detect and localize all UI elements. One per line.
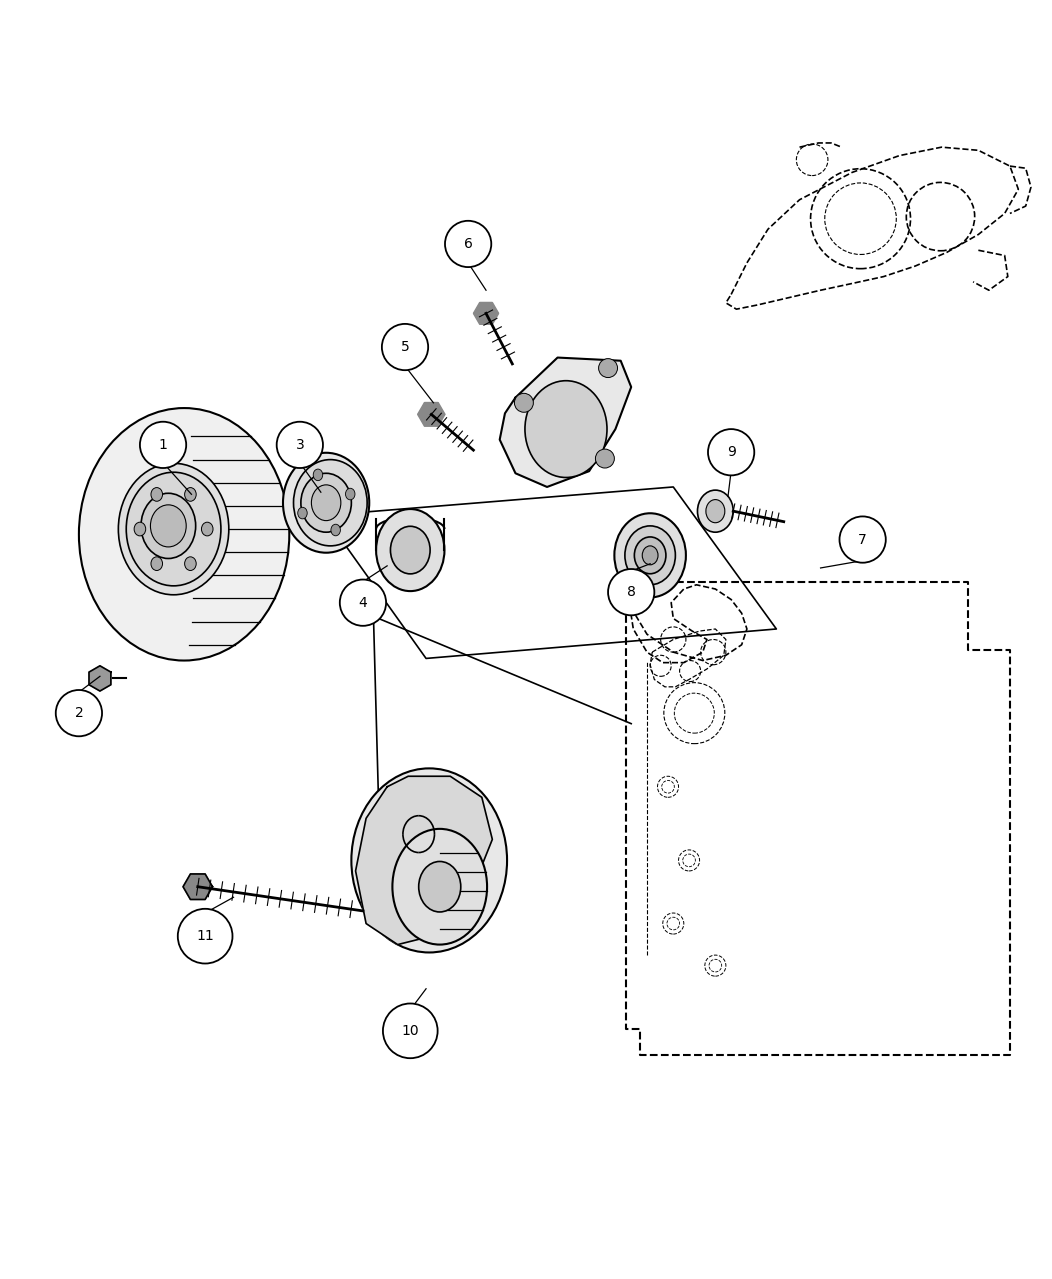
Ellipse shape: [150, 505, 186, 547]
Text: 2: 2: [75, 706, 83, 720]
Circle shape: [140, 422, 186, 468]
Circle shape: [608, 569, 654, 615]
Polygon shape: [418, 414, 431, 426]
Ellipse shape: [377, 509, 445, 591]
Text: 1: 1: [159, 437, 167, 451]
Ellipse shape: [298, 508, 307, 519]
Text: 10: 10: [402, 1024, 419, 1037]
Ellipse shape: [390, 526, 430, 574]
Polygon shape: [500, 358, 631, 487]
Polygon shape: [424, 414, 438, 426]
Circle shape: [382, 324, 428, 370]
Ellipse shape: [419, 862, 461, 912]
Ellipse shape: [201, 522, 213, 536]
Ellipse shape: [126, 472, 221, 586]
Circle shape: [599, 358, 618, 377]
Ellipse shape: [313, 469, 323, 481]
Polygon shape: [198, 874, 213, 886]
Ellipse shape: [642, 546, 659, 565]
Polygon shape: [183, 886, 198, 899]
Ellipse shape: [351, 769, 507, 953]
Ellipse shape: [283, 453, 369, 553]
Text: 4: 4: [359, 596, 367, 610]
Polygon shape: [480, 302, 492, 313]
Circle shape: [839, 517, 886, 563]
Ellipse shape: [301, 473, 351, 532]
Circle shape: [383, 1004, 438, 1058]
Polygon shape: [418, 403, 431, 414]
Polygon shape: [198, 886, 213, 899]
Polygon shape: [473, 313, 486, 325]
Circle shape: [277, 422, 323, 468]
Ellipse shape: [118, 463, 228, 595]
Text: 9: 9: [727, 445, 735, 459]
Ellipse shape: [634, 537, 666, 574]
Ellipse shape: [134, 522, 145, 536]
Polygon shape: [183, 874, 198, 886]
Circle shape: [178, 909, 232, 963]
Ellipse shape: [525, 381, 607, 477]
Ellipse shape: [697, 490, 733, 532]
Circle shape: [595, 449, 614, 468]
Circle shape: [708, 428, 754, 476]
Polygon shape: [356, 776, 492, 945]
Ellipse shape: [392, 829, 487, 945]
Ellipse shape: [614, 513, 686, 597]
Ellipse shape: [311, 485, 341, 521]
Text: 8: 8: [627, 586, 635, 599]
Text: 7: 7: [858, 532, 867, 546]
Polygon shape: [473, 302, 486, 313]
Ellipse shape: [79, 408, 289, 660]
Polygon shape: [190, 874, 205, 886]
Polygon shape: [480, 313, 492, 325]
Polygon shape: [89, 666, 110, 691]
Ellipse shape: [345, 489, 355, 500]
Ellipse shape: [151, 487, 162, 501]
Polygon shape: [424, 403, 438, 414]
Ellipse shape: [294, 459, 367, 546]
Ellipse shape: [331, 524, 341, 536]
Text: 11: 11: [197, 929, 214, 943]
Polygon shape: [486, 313, 499, 325]
Circle shape: [56, 689, 102, 737]
Polygon shape: [431, 414, 445, 426]
Text: 6: 6: [464, 237, 472, 251]
Ellipse shape: [185, 487, 196, 501]
Circle shape: [340, 579, 386, 625]
Polygon shape: [190, 886, 205, 899]
Circle shape: [445, 221, 491, 267]
Text: 3: 3: [296, 437, 304, 451]
Text: 5: 5: [401, 340, 409, 354]
Polygon shape: [431, 403, 445, 414]
Circle shape: [514, 394, 533, 412]
Polygon shape: [486, 302, 499, 313]
Ellipse shape: [141, 494, 196, 559]
Ellipse shape: [185, 556, 196, 570]
Ellipse shape: [706, 500, 725, 523]
Ellipse shape: [625, 526, 675, 585]
Ellipse shape: [150, 556, 162, 570]
